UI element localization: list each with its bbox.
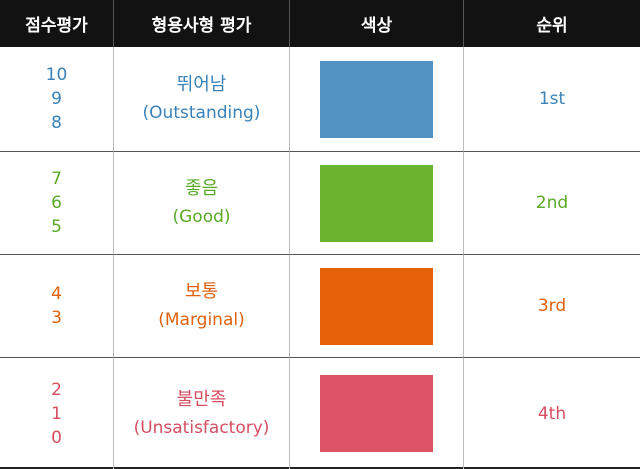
rating-text: 뛰어남 (Outstanding) [143, 71, 261, 127]
rank-label: 4th [537, 403, 567, 424]
rating-text: 보통 (Marginal) [158, 278, 244, 334]
rank-cell: 2nd [463, 151, 640, 254]
score-list: 7 6 5 [51, 167, 62, 239]
rating-text: 좋음 (Good) [172, 175, 230, 231]
score-list: 2 1 0 [51, 378, 62, 450]
rating-cell: 보통 (Marginal) [113, 254, 289, 357]
score-list: 10 9 8 [46, 63, 68, 135]
color-swatch [320, 164, 433, 242]
score-value: 3 [51, 308, 62, 328]
rating-cell: 뛰어남 (Outstanding) [113, 47, 289, 151]
rating-cell: 좋음 (Good) [113, 151, 289, 254]
rank-label: 3rd [537, 296, 567, 316]
rating-korean: 좋음 [184, 178, 219, 199]
header-rating: 형용사형 평가 [113, 0, 289, 47]
rank-cell: 1st [463, 47, 640, 151]
rating-cell: 불만족 (Unsatisfactory) [113, 357, 289, 469]
rating-korean: 불만족 [176, 388, 227, 410]
rank-cell: 3rd [463, 254, 640, 357]
color-cell [289, 151, 463, 254]
score-value: 8 [51, 113, 62, 133]
score-value: 1 [51, 403, 62, 424]
score-value: 7 [51, 169, 62, 189]
score-value: 6 [51, 193, 62, 213]
rating-english: (Good) [172, 207, 231, 227]
color-cell [289, 357, 463, 469]
color-swatch [320, 375, 433, 452]
rank-label: 2nd [535, 193, 569, 213]
color-swatch [320, 267, 433, 345]
rating-text: 불만족 (Unsatisfactory) [134, 386, 270, 442]
color-cell [289, 47, 463, 151]
score-cell: 10 9 8 [0, 47, 113, 151]
rating-english: (Marginal) [158, 310, 245, 330]
color-swatch [320, 60, 433, 138]
color-cell [289, 254, 463, 357]
score-value: 0 [51, 427, 62, 448]
rating-english: (Outstanding) [142, 103, 261, 123]
header-score: 점수평가 [0, 0, 113, 47]
rating-korean: 뛰어남 [176, 74, 227, 95]
rank-cell: 4th [463, 357, 640, 469]
rank-label: 1st [538, 89, 566, 109]
rating-english: (Unsatisfactory) [133, 417, 270, 438]
header-color: 색상 [289, 0, 463, 47]
rating-korean: 보통 [184, 281, 219, 302]
score-cell: 2 1 0 [0, 357, 113, 469]
score-cell: 7 6 5 [0, 151, 113, 254]
score-value: 10 [45, 65, 68, 85]
score-value: 5 [51, 217, 62, 237]
score-value: 9 [51, 89, 62, 109]
header-rank: 순위 [463, 0, 640, 47]
score-value: 4 [51, 284, 62, 304]
score-value: 2 [51, 379, 62, 400]
